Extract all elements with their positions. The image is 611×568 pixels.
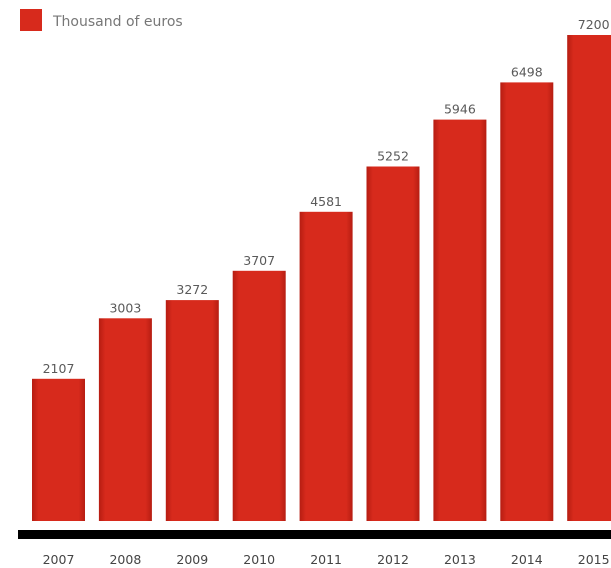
x-tick-label-2011: 2011 (310, 552, 342, 567)
value-label-2015: 7200 (578, 17, 610, 32)
x-tick-label-2010: 2010 (243, 552, 275, 567)
bar-2012 (366, 166, 420, 521)
bar-2011 (299, 211, 353, 522)
legend: Thousand of euros (20, 9, 183, 31)
bar-2008 (98, 318, 152, 521)
x-tick-label-2015: 2015 (578, 552, 610, 567)
bar-2010 (232, 270, 286, 521)
bar-2007 (32, 378, 85, 521)
legend-swatch (20, 9, 42, 31)
value-labels-group: 2107 3003 3272 3707 4581 5252 5946 6498 7200 (43, 17, 610, 376)
value-label-2013: 5946 (444, 102, 476, 117)
value-label-2012: 5252 (377, 149, 409, 164)
x-tick-label-2012: 2012 (377, 552, 409, 567)
value-label-2010: 3707 (243, 253, 275, 268)
value-label-2009: 3272 (176, 282, 208, 297)
x-tick-label-2009: 2009 (176, 552, 208, 567)
x-tick-label-2008: 2008 (109, 552, 141, 567)
value-label-2014: 6498 (511, 64, 543, 79)
bar-2014 (500, 82, 554, 522)
bar-2015 (567, 35, 611, 521)
value-label-2008: 3003 (109, 300, 141, 315)
x-tick-label-2014: 2014 (511, 552, 543, 567)
x-axis-line (18, 530, 611, 539)
bar-2013 (433, 119, 487, 521)
bar-2009 (165, 300, 219, 521)
x-tick-label-2013: 2013 (444, 552, 476, 567)
value-label-2011: 4581 (310, 194, 342, 209)
value-label-2007: 2107 (43, 361, 75, 376)
bars-group (32, 35, 611, 522)
legend-label: Thousand of euros (52, 14, 183, 30)
x-tick-labels-group: 2007 2008 2009 2010 2011 2012 2013 2014 2015 (43, 552, 610, 567)
x-tick-label-2007: 2007 (43, 552, 75, 567)
